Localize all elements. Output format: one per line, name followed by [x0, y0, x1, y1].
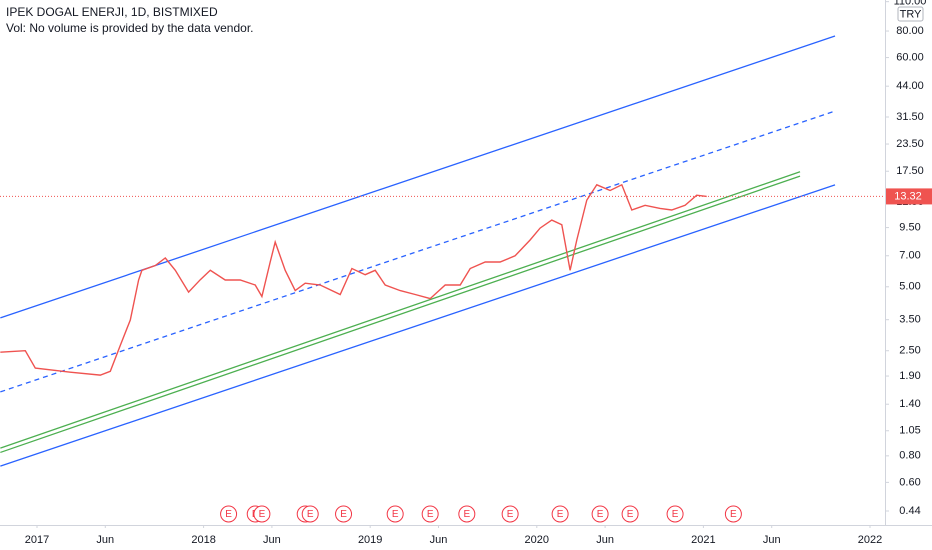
x-tick-label: Jun [263, 534, 281, 546]
earnings-label: E [557, 509, 564, 520]
y-tick-label: 2.50 [899, 345, 920, 357]
y-tick-label: 0.80 [899, 450, 920, 462]
earnings-marker[interactable] [621, 505, 639, 523]
earnings-marker[interactable] [301, 505, 319, 523]
x-tick-label: Jun [763, 534, 781, 546]
trendline [0, 184, 836, 467]
earnings-label: E [392, 509, 399, 520]
x-tick-label: 2017 [25, 534, 49, 546]
earnings-label: E [597, 509, 604, 520]
earnings-marker[interactable] [421, 505, 439, 523]
y-tick-label: 110.00 [894, 0, 927, 8]
x-tick-label: 2020 [525, 534, 549, 546]
earnings-marker[interactable] [551, 505, 569, 523]
y-tick-label: 31.50 [896, 111, 924, 123]
plot [0, 35, 885, 467]
y-tick-label: 5.00 [899, 281, 920, 293]
x-tick-label: Jun [596, 534, 614, 546]
chart-title: IPEK DOGAL ENERJI, 1D, BISTMIXED [6, 5, 218, 19]
y-tick-label: 80.00 [896, 25, 924, 37]
x-tick-label: 2018 [191, 534, 215, 546]
earnings-label: E [225, 509, 232, 520]
y-tick-label: 17.50 [896, 165, 924, 177]
earnings-label: E [340, 509, 347, 520]
earnings-label: E [427, 509, 434, 520]
y-tick-label: 23.50 [896, 138, 924, 150]
earnings-marker[interactable] [253, 505, 271, 523]
last-price-label: 13.32 [894, 190, 922, 202]
earnings-label: E [259, 509, 266, 520]
y-tick-label: 1.90 [899, 370, 920, 382]
trendline [0, 171, 801, 449]
earnings-marker[interactable] [724, 505, 742, 523]
earnings-marker[interactable] [666, 505, 684, 523]
y-tick-label: 60.00 [896, 51, 924, 63]
earnings-marker[interactable] [458, 505, 476, 523]
earnings-marker[interactable] [220, 505, 238, 523]
x-tick-label: Jun [430, 534, 448, 546]
earnings-label: E [730, 509, 737, 520]
x-tick-label: 2021 [691, 534, 715, 546]
y-tick-label: 7.00 [899, 250, 920, 262]
y-tick-label: 9.50 [899, 221, 920, 233]
last-price-box [886, 188, 932, 205]
y-tick-label: 0.60 [899, 476, 920, 488]
earnings-label: E [307, 509, 314, 520]
chart-subtitle: Vol: No volume is provided by the data v… [6, 21, 253, 35]
trendline [0, 35, 836, 319]
x-tick-label: 2022 [858, 534, 882, 546]
earnings-label: E [672, 509, 679, 520]
x-tick-label: Jun [96, 534, 114, 546]
earnings-marker[interactable] [591, 505, 609, 523]
earnings-marker[interactable] [335, 505, 353, 523]
y-tick-label: 0.44 [899, 505, 920, 517]
earnings-marker[interactable] [386, 505, 404, 523]
y-tick-label: 1.40 [899, 398, 920, 410]
currency-label[interactable]: TRY [900, 8, 922, 20]
y-tick-label: 1.05 [899, 425, 920, 437]
trendline [0, 110, 836, 393]
y-tick-label: 3.50 [899, 314, 920, 326]
earnings-marker[interactable] [501, 505, 519, 523]
x-tick-label: 2019 [358, 534, 382, 546]
earnings-label: E [507, 509, 514, 520]
trendline [0, 175, 801, 454]
earnings-label: E [463, 509, 470, 520]
price-line [0, 183, 707, 376]
currency-badge[interactable] [897, 6, 924, 22]
y-tick-label: 44.00 [896, 80, 924, 92]
earnings-label: E [627, 509, 634, 520]
